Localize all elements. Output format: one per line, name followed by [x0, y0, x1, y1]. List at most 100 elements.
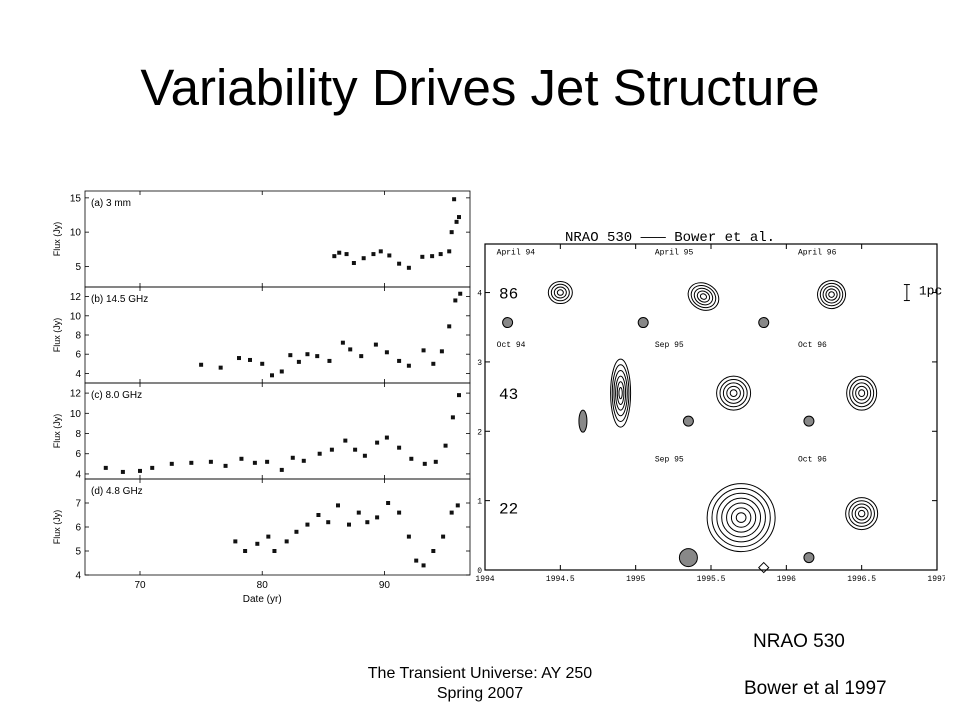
epoch-label: April 94: [497, 249, 536, 258]
flux-point: [455, 503, 460, 508]
panel-y-axis-label: Flux (Jy): [52, 510, 62, 545]
beam-ellipse: [637, 317, 649, 329]
y-tick-label: 10: [70, 228, 82, 239]
light-curve-panel: (a) 3 mm Flux (Jy) 5 10 15: [52, 190, 471, 288]
contour-line: [613, 369, 628, 417]
flux-point: [279, 369, 284, 374]
contour-line: [726, 385, 741, 401]
contour-line: [735, 512, 747, 523]
contour-line: [719, 379, 748, 408]
flux-point: [454, 219, 459, 224]
x-tick-label: 90: [379, 580, 391, 591]
scale-bar-label: 1pc: [919, 284, 942, 299]
contour-line: [610, 358, 632, 428]
contour-line: [690, 285, 717, 309]
contour-line: [699, 293, 708, 300]
flux-point: [353, 447, 358, 452]
contour-line: [618, 386, 623, 400]
contour-line: [828, 291, 835, 298]
flux-point: [301, 458, 306, 463]
flux-point: [450, 415, 455, 420]
contour-map: [845, 497, 879, 531]
footer-term: Spring 2007: [436, 685, 524, 702]
flux-point: [279, 467, 284, 472]
flux-point: [384, 350, 389, 355]
flux-point: [223, 463, 228, 468]
contour-map: [817, 280, 847, 310]
flux-point: [438, 252, 443, 257]
flux-point: [443, 443, 448, 448]
y-tick-label: 5: [75, 262, 81, 273]
credit-reference: Bower et al 1997: [744, 678, 887, 699]
beam-ellipse: [803, 552, 815, 564]
epoch-label: Oct 96: [798, 341, 827, 350]
contour-line: [616, 381, 625, 405]
y-tick-label: 5: [75, 547, 81, 558]
x-tick-label: 1995: [626, 575, 645, 584]
panel-y-axis-label: Flux (Jy): [52, 318, 62, 353]
contour-line: [845, 497, 879, 531]
contour-line: [726, 502, 757, 533]
y-tick-label: 4: [75, 369, 81, 380]
flux-point: [315, 354, 320, 359]
flux-point: [347, 522, 351, 527]
flux-point: [414, 558, 419, 563]
flux-point: [373, 342, 378, 347]
flux-point: [397, 358, 402, 363]
flux-point: [243, 549, 248, 553]
y-tick-label: 4: [477, 290, 482, 299]
marker-diamond: [758, 561, 770, 574]
flux-point: [447, 324, 452, 329]
flux-point: [406, 363, 411, 368]
flux-point: [340, 340, 345, 345]
contour-line: [696, 290, 711, 303]
slide-title: Variability Drives Jet Structure: [140, 59, 820, 116]
flux-point: [422, 461, 427, 466]
x-tick-label: 1996.5: [847, 575, 876, 584]
flux-point: [458, 291, 463, 296]
flux-point: [327, 358, 332, 363]
contour-line: [822, 285, 841, 304]
flux-point: [359, 354, 364, 359]
flux-point: [218, 365, 223, 370]
flux-point: [288, 353, 293, 358]
flux-point: [449, 230, 454, 235]
contour-line: [550, 283, 570, 302]
flux-point: [255, 541, 260, 546]
beam-ellipse: [682, 415, 694, 427]
flux-point: [120, 469, 125, 474]
flux-point: [384, 435, 389, 440]
flux-point: [378, 249, 383, 254]
contour-line: [711, 487, 771, 548]
flux-point: [365, 520, 370, 525]
y-tick-label: 4: [75, 571, 81, 582]
vlbi-title: NRAO 530 ——— Bower et al.: [565, 230, 775, 246]
contour-line: [855, 385, 869, 401]
flux-point: [252, 460, 257, 465]
panel-frame: [84, 382, 471, 480]
flux-point: [421, 348, 426, 353]
frequency-label: 43: [499, 386, 518, 404]
y-tick-label: 7: [75, 499, 81, 510]
contour-line: [716, 375, 752, 411]
panel-y-axis-label: Flux (Jy): [52, 414, 62, 449]
contour-line: [848, 500, 875, 527]
contour-line: [849, 379, 875, 408]
flux-point: [431, 361, 436, 366]
contour-line: [687, 282, 720, 311]
flux-point: [305, 352, 310, 357]
contour-line: [693, 287, 714, 306]
contour-line: [706, 483, 776, 553]
flux-point: [294, 529, 299, 534]
y-tick-label: 3: [477, 359, 482, 368]
flux-point: [356, 510, 361, 515]
flux-point: [316, 513, 321, 517]
x-tick-label: 1996: [777, 575, 796, 584]
flux-point: [361, 256, 366, 261]
contour-map: [706, 483, 776, 553]
contour-line: [716, 492, 766, 543]
flux-point: [296, 359, 301, 364]
flux-point: [138, 468, 142, 473]
y-tick-label: 1: [477, 498, 482, 507]
panel-band-label: (c) 8.0 GHz: [91, 390, 142, 401]
